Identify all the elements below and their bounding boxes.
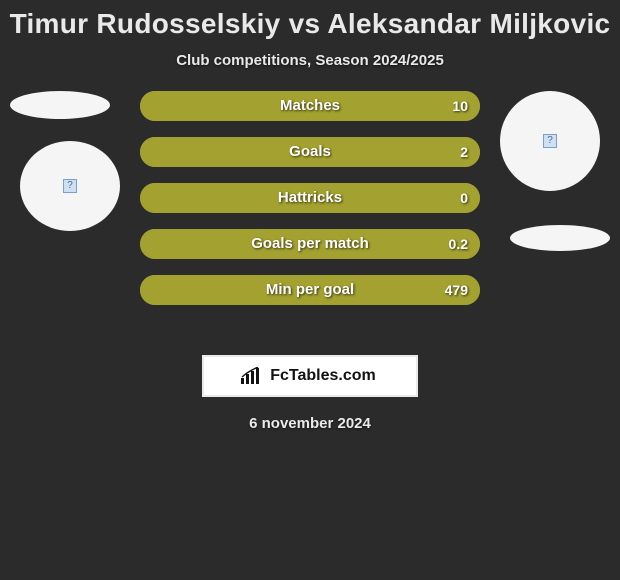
stat-value: 0 [460,183,468,213]
brand-inner: FcTables.com [204,357,416,395]
stat-row-min-per-goal: Min per goal 479 [140,275,480,305]
stat-label: Goals per match [140,229,480,259]
image-placeholder-icon: ? [543,134,557,148]
player2-avatar: ? [500,91,600,191]
stat-bars: Matches 10 Goals 2 Hattricks 0 Goals per… [140,91,480,321]
left-shadow-ellipse [10,91,110,119]
stat-row-matches: Matches 10 [140,91,480,121]
stat-row-goals: Goals 2 [140,137,480,167]
image-placeholder-icon: ? [63,179,77,193]
stat-row-hattricks: Hattricks 0 [140,183,480,213]
stat-label: Goals [140,137,480,167]
stat-label: Matches [140,91,480,121]
page-subtitle: Club competitions, Season 2024/2025 [0,52,620,69]
player1-avatar: ? [20,141,120,231]
stat-value: 10 [452,91,468,121]
page-title: Timur Rudosselskiy vs Aleksandar Miljkov… [0,0,620,44]
stat-label: Hattricks [140,183,480,213]
stat-value: 2 [460,137,468,167]
stat-value: 0.2 [449,229,468,259]
date-line: 6 november 2024 [0,415,620,432]
right-shadow-ellipse [510,225,610,251]
comparison-stage: ? ? Matches 10 Goals 2 Hattricks 0 Goals… [0,91,620,351]
brand-chart-icon [240,367,260,385]
stat-label: Min per goal [140,275,480,305]
stat-row-goals-per-match: Goals per match 0.2 [140,229,480,259]
brand-box: FcTables.com [202,355,418,397]
stat-value: 479 [445,275,468,305]
brand-text: FcTables.com [266,367,380,385]
